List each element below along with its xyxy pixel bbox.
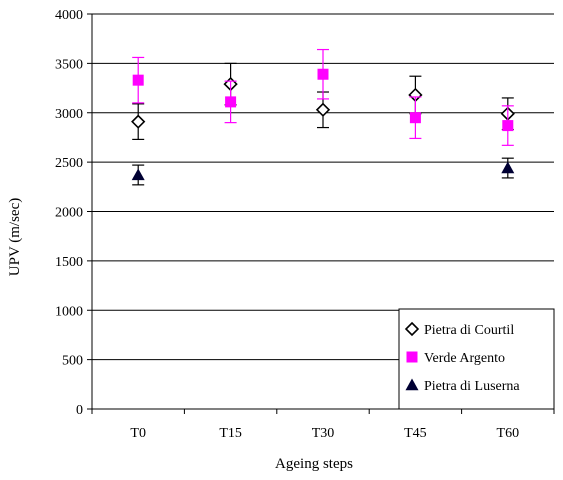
x-tick-label: T30 (312, 426, 335, 441)
x-tick-label: T0 (130, 426, 146, 441)
y-axis-label: UPV (m/sec) (7, 198, 23, 276)
data-point (132, 74, 144, 86)
y-tick-label: 1000 (55, 304, 83, 319)
data-point (502, 120, 514, 132)
y-tick-label: 3000 (55, 107, 83, 122)
legend-marker (404, 321, 420, 337)
x-tick-label: T15 (219, 426, 242, 441)
legend-label: Verde Argento (424, 351, 505, 366)
y-tick-label: 2000 (55, 206, 83, 221)
legend-marker (405, 378, 419, 391)
series-layer (131, 48, 515, 186)
data-point (131, 114, 146, 129)
x-axis-label: Ageing steps (275, 456, 353, 472)
y-tick-label: 2500 (55, 156, 83, 171)
data-point (225, 96, 237, 108)
data-point (501, 161, 515, 174)
legend-label: Pietra di Luserna (424, 379, 520, 394)
series-pietra-di-luserna (131, 157, 515, 186)
data-point (315, 102, 331, 117)
series-verde-argento (132, 48, 514, 146)
y-tick-label: 1500 (55, 255, 83, 270)
y-tick-label: 3500 (55, 57, 83, 72)
legend: Pietra di Courtil Verde Argento Pietra di … (398, 308, 555, 410)
legend-label: Pietra di Courtil (424, 323, 514, 338)
data-point (409, 112, 421, 124)
y-tick-label: 500 (62, 354, 83, 369)
x-tick-label: T45 (404, 426, 427, 441)
data-point (131, 168, 145, 181)
legend-box (398, 308, 555, 410)
data-point (317, 68, 329, 80)
x-tick-label: T60 (497, 426, 520, 441)
axes: 0 500 1000 1500 2000 2500 3000 3500 4000 T0 T15 T30… (55, 8, 555, 441)
legend-marker (406, 351, 418, 363)
y-tick-label: 0 (76, 403, 83, 418)
y-tick-label: 4000 (55, 8, 83, 23)
